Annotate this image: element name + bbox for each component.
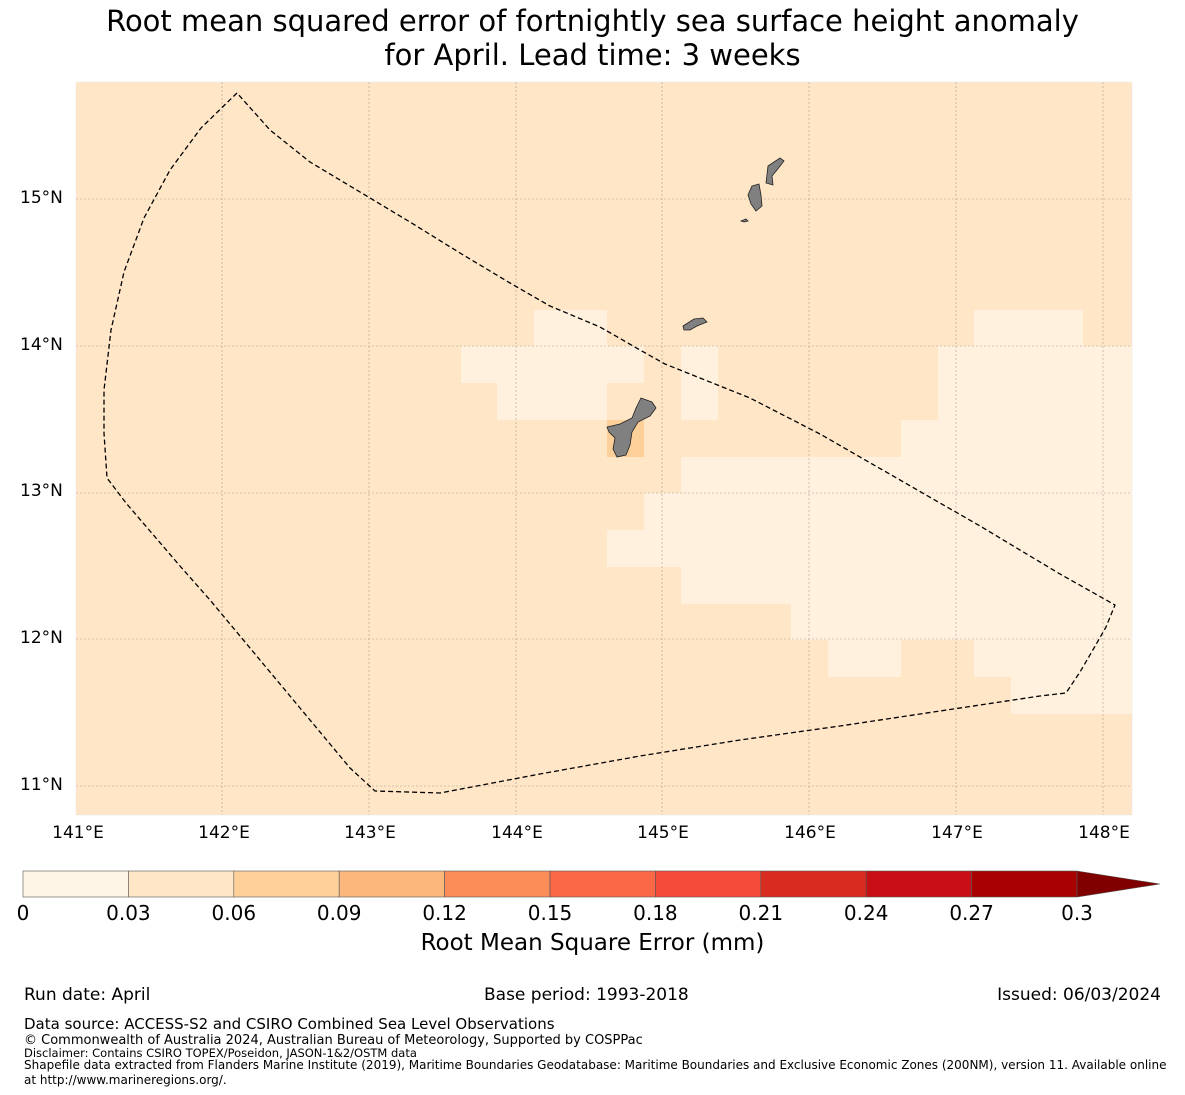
map-frame (75, 81, 1133, 816)
saipan-island (765, 157, 785, 186)
tinian-island (747, 183, 763, 212)
colorbar-tick-label: 0.09 (316, 901, 362, 925)
low-error-patch-north (461, 310, 644, 420)
lat-label-11n: 11°N (20, 775, 63, 795)
colorbar-tick-label: 0.3 (1061, 901, 1093, 925)
rota-island (682, 317, 708, 331)
title-line-1: Root mean squared error of fortnightly s… (106, 4, 1079, 38)
colorbar-block (865, 870, 972, 898)
lat-label-12n: 12°N (20, 628, 63, 648)
lon-label-142e: 142°E (198, 823, 250, 843)
aguijan-island (739, 218, 749, 223)
colorbar-tick-label: 0.18 (633, 901, 678, 925)
title-line-2: for April. Lead time: 3 weeks (384, 38, 801, 72)
lon-label-143e: 143°E (344, 823, 396, 843)
colorbar-tick-label: 0.06 (211, 901, 257, 925)
lon-label-148e: 148°E (1078, 823, 1130, 843)
shapefile-line-2: at http://www.marineregions.org/. (24, 1073, 227, 1087)
data-source: Data source: ACCESS-S2 and CSIRO Combine… (24, 1015, 555, 1033)
colorbar-block (444, 870, 551, 898)
copyright: © Commonwealth of Australia 2024, Austra… (24, 1033, 643, 1048)
colorbar-tick-label: 0.21 (738, 901, 784, 925)
colorbar-tick-label: 0.24 (843, 901, 889, 925)
lat-label-13n: 13°N (20, 481, 63, 501)
colorbar-label: Root Mean Square Error (mm) (420, 930, 765, 956)
guam-island (606, 397, 657, 458)
colorbar-block (760, 870, 867, 898)
lat-label-15n: 15°N (20, 188, 63, 208)
colorbar-extend-arrow (1076, 870, 1161, 898)
colorbar-block (338, 870, 445, 898)
gridlines (76, 82, 1132, 815)
lat-label-14n: 14°N (20, 335, 63, 355)
land (606, 157, 785, 458)
run-date: Run date: April (24, 985, 151, 1005)
disclaimer: Disclaimer: Contains CSIRO TOPEX/Poseido… (24, 1046, 417, 1060)
colorbar-block (233, 870, 340, 898)
shapefile-line-1: Shapefile data extracted from Flanders M… (24, 1058, 1167, 1072)
colorbar-block (22, 870, 129, 898)
colorbar-block (655, 870, 762, 898)
colorbar-tick-label: 0.15 (527, 901, 573, 925)
map-panel (75, 81, 1133, 816)
colorbar-block (971, 870, 1078, 898)
lon-label-146e: 146°E (784, 823, 836, 843)
base-period: Base period: 1993-2018 (484, 985, 689, 1005)
colorbar-tick-label: 0.03 (106, 901, 151, 925)
lon-label-147e: 147°E (931, 823, 983, 843)
colorbar-tick-label: 0 (16, 901, 30, 925)
colorbar-tick-label: 0.12 (422, 901, 467, 925)
low-error-cells (461, 310, 1132, 714)
colorbar-tick-label: 0.27 (949, 901, 994, 925)
low-error-cell-east-of-guam (681, 346, 718, 420)
colorbar-blocks (22, 870, 1078, 898)
low-error-patch-east (607, 310, 1132, 714)
map-title: Root mean squared error of fortnightly s… (0, 4, 1185, 72)
issued-date: Issued: 06/03/2024 (997, 985, 1161, 1005)
lon-label-144e: 144°E (491, 823, 543, 843)
colorbar-block (128, 870, 235, 898)
colorbar (22, 870, 1161, 898)
lon-label-145e: 145°E (637, 823, 689, 843)
lon-label-141e: 141°E (52, 823, 104, 843)
colorbar-block (549, 870, 656, 898)
